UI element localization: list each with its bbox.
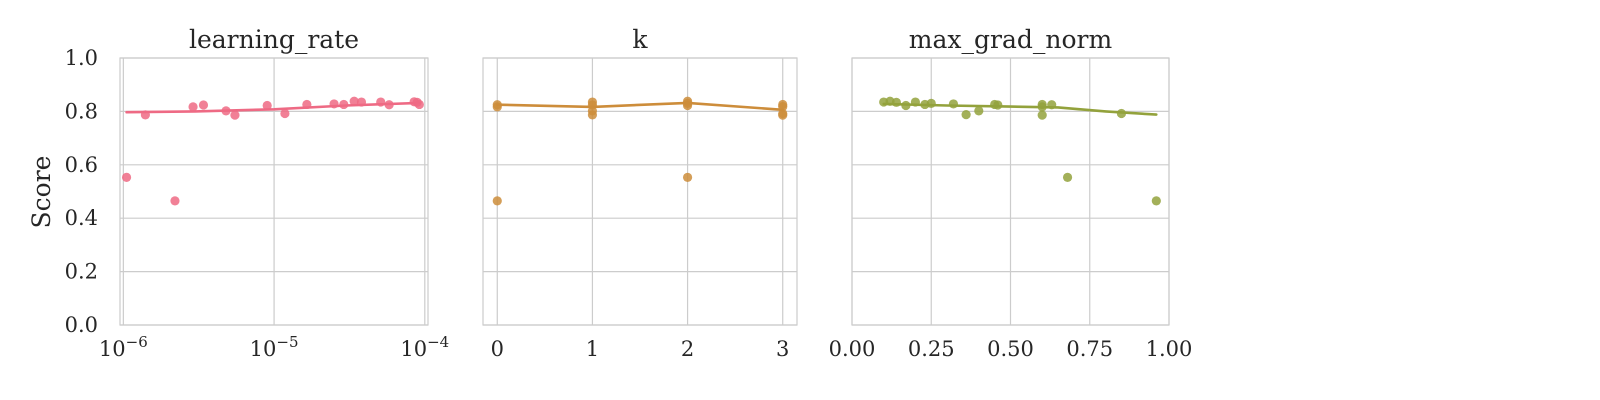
- panel-learning-rate-point-11: [339, 99, 349, 110]
- panel-max-grad-norm-point-7: [948, 99, 959, 109]
- panel-learning-rate-point-5: [221, 106, 231, 116]
- panel-max-grad-norm-xtick-label-3: 0.75: [1066, 337, 1113, 361]
- panel-max-grad-norm-xtick-label-1: 0.25: [908, 337, 955, 361]
- panel-learning-rate-point-7: [262, 100, 272, 111]
- panel-learning-rate-point-2: [170, 196, 180, 206]
- panel-k-point-6: [587, 110, 598, 120]
- panel-max-grad-norm-point-6: [926, 98, 936, 108]
- panel-k-point-1: [492, 102, 502, 112]
- panel-max-grad-norm: max_grad_norm 0.00 0.25 0.50 0.75 1.00: [829, 25, 1193, 361]
- panel-max-grad-norm-point-11: [993, 100, 1003, 110]
- ytick-label-2: 0.4: [65, 206, 98, 230]
- y-axis-label: Score: [27, 156, 56, 229]
- panel-k-xtick-label-2: 2: [681, 337, 694, 361]
- panel-max-grad-norm-point-8: [961, 110, 971, 120]
- panel-learning-rate-point-9: [302, 99, 312, 110]
- panel-max-grad-norm-point-18: [1151, 196, 1161, 206]
- panel-k-point-10: [682, 172, 693, 182]
- panel-max-grad-norm-point-4: [910, 97, 921, 107]
- panel-max-grad-norm-xtick-label-4: 1.00: [1146, 337, 1193, 361]
- panel-learning-rate-point-15: [384, 100, 394, 110]
- panel-max-grad-norm-point-3: [901, 100, 911, 111]
- panel-learning-rate-point-10: [329, 99, 339, 109]
- panel-max-grad-norm-xtick-label-2: 0.50: [987, 337, 1034, 361]
- panel-k-title: k: [632, 25, 648, 54]
- panel-learning-rate-point-12: [349, 96, 359, 106]
- panel-max-grad-norm-point-15: [1047, 100, 1057, 110]
- ytick-label-1: 0.2: [65, 260, 98, 284]
- panel-max-grad-norm-frame: [851, 57, 1170, 326]
- panel-learning-rate-point-4: [198, 100, 209, 110]
- panel-k-trend-line: [496, 101, 784, 112]
- panel-learning-rate: learning_rate 0.0 0.2 0.4 0.6 0.8 1.0 10−6 10−5 1…: [65, 25, 450, 361]
- ytick-label-5: 1.0: [65, 46, 98, 70]
- panel-max-grad-norm-title: max_grad_norm: [909, 25, 1113, 54]
- panel-learning-rate-xtick-label-1: 10−5: [250, 333, 299, 361]
- panel-learning-rate-xtick-label-0: 10−6: [99, 333, 148, 361]
- panel-k: k 0 1 2 3: [482, 25, 798, 361]
- panel-max-grad-norm-trend-line: [882, 102, 1158, 116]
- panel-max-grad-norm-point-17: [1116, 108, 1127, 119]
- panel-max-grad-norm-xtick-label-0: 0.00: [829, 337, 876, 361]
- panel-k-point-9: [682, 100, 693, 111]
- panel-max-grad-norm-point-16: [1062, 172, 1073, 182]
- panel-k-xtick-label-1: 1: [586, 337, 599, 361]
- panel-learning-rate-title: learning_rate: [189, 25, 359, 54]
- panel-learning-rate-point-14: [376, 97, 386, 107]
- panel-learning-rate-frame: [119, 57, 429, 326]
- panel-learning-rate-point-1: [140, 110, 150, 120]
- panel-max-grad-norm-point-9: [974, 106, 984, 116]
- panel-k-point-2: [492, 196, 502, 206]
- panel-k-xtick-label-3: 3: [776, 337, 789, 361]
- panel-max-grad-norm-point-13: [1037, 110, 1047, 120]
- panel-k-point-14: [778, 110, 788, 120]
- panel-learning-rate-trend-line: [125, 101, 421, 114]
- panel-learning-rate-point-13: [356, 97, 367, 107]
- panel-k-xtick-label-0: 0: [491, 337, 504, 361]
- panel-k-point-12: [778, 101, 788, 112]
- panel-learning-rate-point-0: [121, 172, 132, 182]
- panel-learning-rate-point-3: [188, 102, 198, 112]
- panel-k-frame: [482, 57, 798, 326]
- panel-learning-rate-xtick-label-2: 10−4: [400, 333, 449, 361]
- ytick-label-3: 0.6: [65, 153, 98, 177]
- panel-learning-rate-point-8: [280, 108, 290, 119]
- panel-max-grad-norm-point-14: [1037, 102, 1047, 112]
- panel-max-grad-norm-point-2: [891, 97, 901, 107]
- panel-learning-rate-point-18: [414, 99, 424, 110]
- panel-learning-rate-point-6: [230, 110, 240, 120]
- ytick-label-0: 0.0: [65, 313, 98, 337]
- ytick-label-4: 0.8: [65, 99, 98, 123]
